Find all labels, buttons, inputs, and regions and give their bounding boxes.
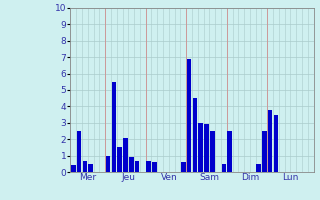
Bar (152, 162, 157, 172)
Bar (71, 165, 76, 172)
Bar (256, 164, 261, 172)
Bar (129, 157, 133, 172)
Bar (210, 131, 215, 172)
Bar (268, 110, 273, 172)
Bar (227, 131, 232, 172)
Bar (123, 138, 128, 172)
Bar (83, 161, 87, 172)
Bar (274, 115, 278, 172)
Bar (193, 98, 197, 172)
Bar (198, 123, 203, 172)
Bar (88, 164, 93, 172)
Bar (221, 164, 226, 172)
Bar (187, 59, 191, 172)
Bar (135, 161, 139, 172)
Bar (181, 162, 186, 172)
Bar (106, 156, 110, 172)
Bar (204, 124, 209, 172)
Bar (77, 131, 81, 172)
Bar (117, 147, 122, 172)
Bar (146, 161, 151, 172)
Bar (262, 131, 267, 172)
Bar (111, 82, 116, 172)
